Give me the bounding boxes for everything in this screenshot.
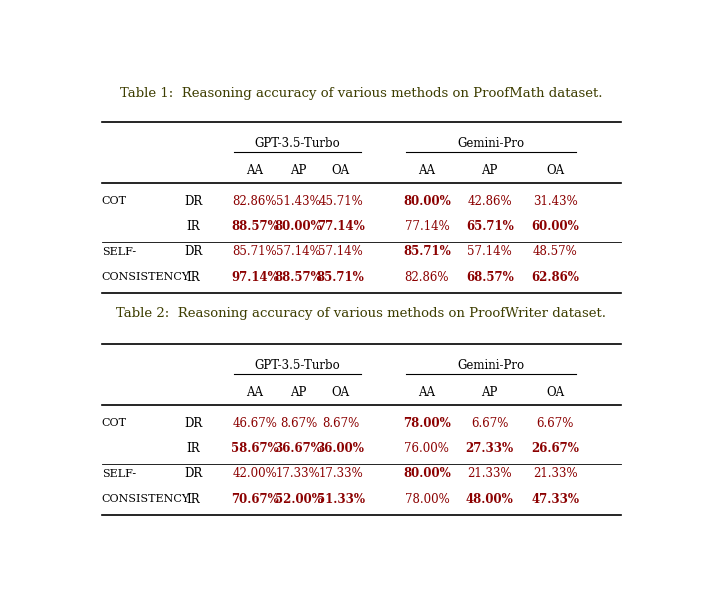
Text: 85.71%: 85.71% (403, 245, 450, 258)
Text: 80.00%: 80.00% (403, 195, 450, 208)
Text: AP: AP (290, 385, 307, 399)
Text: 17.33%: 17.33% (276, 467, 321, 481)
Text: 51.43%: 51.43% (276, 195, 321, 208)
Text: 36.67%: 36.67% (274, 442, 322, 455)
Text: 31.43%: 31.43% (533, 195, 577, 208)
Text: 21.33%: 21.33% (467, 467, 512, 481)
Text: 88.57%: 88.57% (231, 220, 278, 233)
Text: CONSISTENCY: CONSISTENCY (102, 494, 190, 504)
Text: 42.86%: 42.86% (467, 195, 512, 208)
Text: OA: OA (546, 164, 564, 177)
Text: AA: AA (418, 164, 436, 177)
Text: AA: AA (418, 385, 436, 399)
Text: GPT-3.5-Turbo: GPT-3.5-Turbo (255, 138, 341, 150)
Text: 78.00%: 78.00% (405, 493, 449, 505)
Text: AA: AA (246, 385, 263, 399)
Text: AP: AP (482, 385, 498, 399)
Text: 60.00%: 60.00% (532, 220, 579, 233)
Text: DR: DR (184, 467, 202, 481)
Text: 62.86%: 62.86% (532, 270, 580, 284)
Text: 26.67%: 26.67% (532, 442, 580, 455)
Text: 85.71%: 85.71% (317, 270, 364, 284)
Text: SELF-: SELF- (102, 247, 136, 257)
Text: 36.00%: 36.00% (317, 442, 364, 455)
Text: 52.00%: 52.00% (274, 493, 322, 505)
Text: 70.67%: 70.67% (231, 493, 278, 505)
Text: AP: AP (482, 164, 498, 177)
Text: 57.14%: 57.14% (467, 245, 512, 258)
Text: 82.86%: 82.86% (405, 270, 449, 284)
Text: Gemini-Pro: Gemini-Pro (458, 138, 525, 150)
Text: IR: IR (186, 442, 200, 455)
Text: IR: IR (186, 493, 200, 505)
Text: Table 2:  Reasoning accuracy of various methods on ProofWriter dataset.: Table 2: Reasoning accuracy of various m… (116, 308, 606, 320)
Text: SELF-: SELF- (102, 469, 136, 479)
Text: CONSISTENCY: CONSISTENCY (102, 272, 190, 282)
Text: 82.86%: 82.86% (233, 195, 277, 208)
Text: Table 1:  Reasoning accuracy of various methods on ProofMath dataset.: Table 1: Reasoning accuracy of various m… (120, 86, 603, 100)
Text: 6.67%: 6.67% (537, 417, 574, 429)
Text: 58.67%: 58.67% (231, 442, 278, 455)
Text: 47.33%: 47.33% (532, 493, 580, 505)
Text: IR: IR (186, 220, 200, 233)
Text: 17.33%: 17.33% (318, 467, 363, 481)
Text: 6.67%: 6.67% (471, 417, 508, 429)
Text: DR: DR (184, 417, 202, 429)
Text: GPT-3.5-Turbo: GPT-3.5-Turbo (255, 359, 341, 373)
Text: 8.67%: 8.67% (280, 417, 317, 429)
Text: 77.14%: 77.14% (317, 220, 364, 233)
Text: 42.00%: 42.00% (233, 467, 277, 481)
Text: 27.33%: 27.33% (465, 442, 514, 455)
Text: 65.71%: 65.71% (466, 220, 513, 233)
Text: 97.14%: 97.14% (231, 270, 278, 284)
Text: 48.00%: 48.00% (466, 493, 513, 505)
Text: COT: COT (102, 196, 127, 206)
Text: IR: IR (186, 270, 200, 284)
Text: 85.71%: 85.71% (233, 245, 277, 258)
Text: OA: OA (331, 385, 350, 399)
Text: 76.00%: 76.00% (405, 442, 449, 455)
Text: 77.14%: 77.14% (405, 220, 449, 233)
Text: 46.67%: 46.67% (233, 417, 277, 429)
Text: AP: AP (290, 164, 307, 177)
Text: DR: DR (184, 195, 202, 208)
Text: 88.57%: 88.57% (275, 270, 322, 284)
Text: OA: OA (546, 385, 564, 399)
Text: 68.57%: 68.57% (466, 270, 513, 284)
Text: AA: AA (246, 164, 263, 177)
Text: 57.14%: 57.14% (318, 245, 363, 258)
Text: 80.00%: 80.00% (403, 467, 450, 481)
Text: DR: DR (184, 245, 202, 258)
Text: 78.00%: 78.00% (403, 417, 450, 429)
Text: OA: OA (331, 164, 350, 177)
Text: 57.14%: 57.14% (276, 245, 321, 258)
Text: 45.71%: 45.71% (318, 195, 363, 208)
Text: 8.67%: 8.67% (322, 417, 359, 429)
Text: 21.33%: 21.33% (533, 467, 577, 481)
Text: COT: COT (102, 418, 127, 428)
Text: 51.33%: 51.33% (317, 493, 364, 505)
Text: 48.57%: 48.57% (533, 245, 577, 258)
Text: Gemini-Pro: Gemini-Pro (458, 359, 525, 373)
Text: 80.00%: 80.00% (275, 220, 322, 233)
